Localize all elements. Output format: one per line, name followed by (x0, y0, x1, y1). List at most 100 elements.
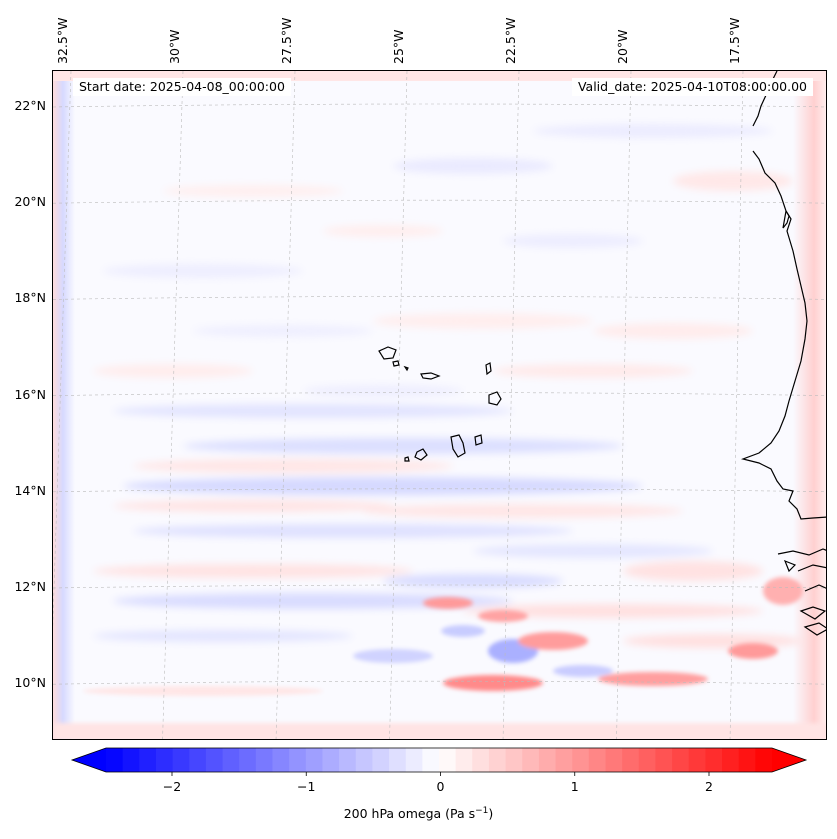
longitude-label: 22.5°W (503, 17, 518, 64)
parallel-line (53, 199, 826, 204)
colorbar-segment (222, 748, 240, 772)
colorbar-label-text: 200 hPa omega (Pa s (343, 806, 476, 822)
colorbar-segment (505, 748, 523, 772)
colorbar-tick-label: 2 (705, 779, 713, 794)
colorbar-segment (605, 748, 623, 772)
coastal-inlet (782, 210, 790, 229)
colorbar-segment (588, 748, 607, 772)
colorbar-segment (688, 748, 706, 772)
meridian-line (502, 71, 520, 739)
colorbar-segment (139, 748, 157, 772)
longitude-label: 20°W (615, 29, 630, 64)
island-santo-antao (378, 346, 397, 360)
colorbar-segment (755, 748, 773, 772)
colorbar-segment (205, 748, 224, 772)
colorbar-segment (655, 748, 673, 772)
latitude-label: 14°N (14, 482, 46, 498)
longitude-label: 25°W (391, 29, 406, 64)
coastlines (378, 71, 826, 636)
colorbar-segment (572, 748, 590, 772)
colorbar-segment (239, 748, 257, 772)
parallel-line (53, 488, 826, 493)
latitude-label: 18°N (14, 290, 46, 306)
colorbar-tick-label: −1 (297, 779, 316, 794)
gridlines (53, 71, 826, 739)
colorbar-segment (389, 748, 407, 772)
meridian-line (616, 71, 632, 739)
parallel-line (53, 584, 826, 589)
meridian-line (275, 71, 296, 739)
meridian-line (162, 71, 184, 739)
island-fogo (414, 448, 428, 461)
latitude-label: 10°N (14, 675, 46, 691)
colorbar-segment (705, 748, 723, 772)
meridian-line (729, 71, 744, 739)
colorbar-segment (172, 748, 190, 772)
colorbar-segment (538, 748, 557, 772)
valid-date-label: Valid_date: 2025-04-10T08:00:00.00 (571, 78, 813, 96)
map-panel (52, 70, 827, 740)
right-boundary-band (793, 71, 826, 739)
island-sao-nicolau (420, 372, 441, 380)
colorbar-segment (272, 748, 290, 772)
colorbar-extend-low (72, 748, 106, 772)
omega-shading (53, 71, 826, 739)
island-maio (474, 434, 483, 446)
colorbar-segment (372, 748, 390, 772)
colorbar-label-end: ) (488, 806, 494, 822)
colorbar-segment (738, 748, 756, 772)
colorbar-segment (638, 748, 657, 772)
top-boundary-band (53, 71, 826, 81)
island-brava (404, 456, 410, 462)
colorbar-segment (355, 748, 373, 772)
colorbar-segment (322, 748, 340, 772)
colorbar-segment (255, 748, 274, 772)
colorbar-tick-label: −2 (162, 779, 182, 794)
omega-field-map (53, 71, 826, 739)
colorbar-segment (106, 748, 124, 772)
colorbar-segment (405, 748, 423, 772)
colorbar-label: 200 hPa omega (Pa s−1) (0, 806, 837, 821)
colorbar-segment (422, 748, 440, 772)
island-sao-vicente (392, 360, 400, 367)
colorbar-segment (622, 748, 640, 772)
colorbar-segment (672, 748, 690, 772)
colorbar-tick-label: 0 (436, 779, 445, 794)
latitude-label: 16°N (14, 386, 46, 402)
latitude-label: 12°N (14, 579, 46, 594)
island-sal (485, 362, 492, 376)
guinea-coast (777, 548, 826, 592)
colorbar-extend-high (772, 748, 806, 772)
colorbar-segment (289, 748, 307, 772)
colorbar-segment (189, 748, 207, 772)
parallel-line (53, 296, 826, 300)
longitude-label: 32.5°W (55, 17, 70, 64)
colorbar-segment (455, 748, 473, 772)
colorbar-segment (472, 748, 490, 772)
latitude-label: 22°N (14, 98, 46, 113)
colorbar-segment (122, 748, 140, 772)
island-boa-vista (488, 391, 502, 406)
start-date-label: Start date: 2025-04-08_00:00:00 (73, 78, 291, 96)
parallel-line (53, 103, 826, 108)
bijagos-islands (783, 559, 826, 636)
meridian-line (389, 71, 408, 739)
colorbar-segment (555, 748, 573, 772)
colorbar-segment (722, 748, 740, 772)
longitude-label: 27.5°W (279, 17, 294, 64)
parallel-line (53, 680, 826, 685)
bottom-boundary-band (53, 723, 826, 739)
colorbar-segment (339, 748, 357, 772)
left-boundary-band (53, 71, 75, 739)
latitude-label: 20°N (14, 194, 46, 210)
colorbar-segment (488, 748, 507, 772)
island-santiago (450, 434, 466, 458)
colorbar-outline (70, 747, 808, 773)
longitude-label: 30°W (167, 29, 182, 64)
colorbar-tick-label: 1 (570, 779, 579, 794)
colorbar-segment (155, 748, 174, 772)
colorbar-label-sup: −1 (475, 806, 489, 816)
longitude-label: 17.5°W (727, 17, 742, 64)
island-santa-luzia (403, 365, 409, 372)
colorbar-segment (522, 748, 540, 772)
